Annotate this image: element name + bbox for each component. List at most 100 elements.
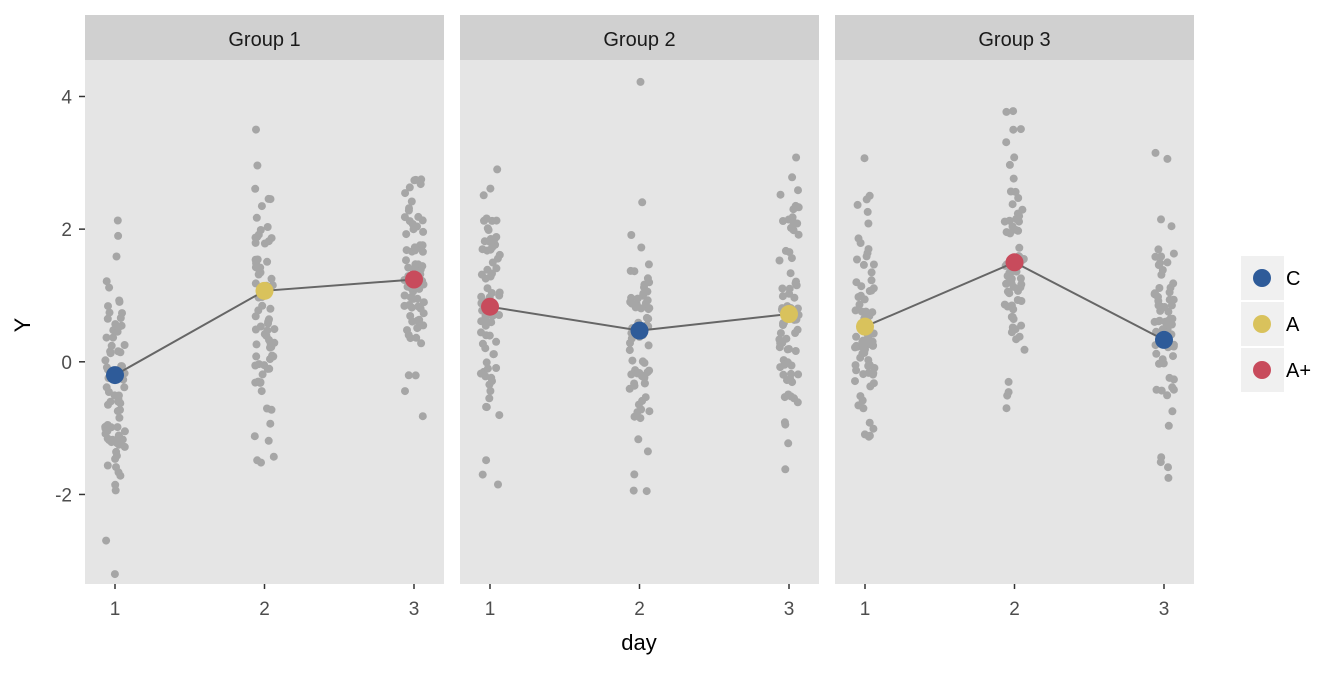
raw-point <box>404 371 413 380</box>
raw-point <box>630 412 639 421</box>
raw-point <box>1169 352 1177 361</box>
facet-strip-background <box>835 15 1194 60</box>
mean-point-aplus <box>481 297 499 316</box>
raw-point <box>250 432 259 441</box>
raw-point <box>116 314 125 322</box>
raw-point <box>253 255 262 264</box>
raw-point <box>486 387 495 395</box>
mean-point-c <box>1155 330 1173 349</box>
raw-point <box>115 297 124 306</box>
raw-point <box>120 341 129 349</box>
raw-point <box>264 319 272 328</box>
raw-point <box>793 398 802 407</box>
raw-point <box>419 227 428 236</box>
raw-point <box>785 248 794 257</box>
raw-point <box>492 216 501 225</box>
raw-point <box>630 470 639 479</box>
raw-point <box>113 216 122 225</box>
raw-point <box>1167 301 1176 310</box>
raw-point <box>252 340 261 349</box>
raw-point <box>476 369 485 378</box>
facet-panel-1: Group 1 1 2 3 <box>85 15 444 620</box>
raw-point <box>625 346 634 355</box>
raw-point <box>264 237 273 246</box>
raw-point <box>1164 473 1173 482</box>
raw-point <box>485 394 494 403</box>
raw-point <box>1002 138 1011 147</box>
raw-point <box>644 260 653 269</box>
raw-point <box>864 219 873 228</box>
raw-point <box>787 254 796 263</box>
raw-point <box>785 284 794 293</box>
raw-point <box>778 284 787 293</box>
raw-point <box>267 343 276 351</box>
raw-point <box>645 366 654 375</box>
raw-point <box>861 307 870 316</box>
raw-point <box>852 332 861 341</box>
raw-point <box>114 323 123 332</box>
raw-point <box>1151 252 1160 261</box>
raw-point <box>645 407 654 416</box>
raw-point <box>630 381 639 390</box>
raw-point <box>629 486 638 495</box>
raw-point <box>252 213 261 222</box>
raw-point <box>416 180 425 189</box>
raw-point <box>854 293 863 301</box>
raw-point <box>1016 274 1025 283</box>
raw-point <box>642 487 651 496</box>
raw-point <box>859 260 868 269</box>
raw-point <box>776 329 785 338</box>
raw-point <box>482 358 491 367</box>
raw-point <box>869 379 878 388</box>
x-tick-label: 3 <box>784 599 795 620</box>
raw-point <box>640 280 649 289</box>
raw-point <box>775 256 784 265</box>
mean-point-aplus <box>1005 253 1024 272</box>
raw-point <box>860 154 869 163</box>
raw-point <box>788 378 797 387</box>
raw-point <box>1004 388 1013 397</box>
raw-point <box>407 303 416 312</box>
raw-point <box>411 371 420 380</box>
raw-point <box>413 316 422 325</box>
mean-point-a <box>255 281 274 300</box>
raw-point <box>788 173 797 182</box>
raw-point <box>1015 212 1024 221</box>
x-tick-label: 1 <box>110 599 121 620</box>
raw-point <box>1152 385 1161 394</box>
raw-point <box>111 480 120 489</box>
raw-point <box>1165 373 1174 382</box>
raw-point <box>1020 345 1029 354</box>
raw-point <box>1015 243 1024 252</box>
raw-point <box>1002 404 1011 413</box>
facet-strip-background <box>85 15 444 60</box>
raw-point <box>405 204 413 213</box>
raw-point <box>1163 258 1172 267</box>
raw-point <box>405 183 414 192</box>
raw-point <box>262 331 271 340</box>
y-tick-label: -2 <box>55 485 72 506</box>
raw-point <box>794 186 802 195</box>
raw-point <box>417 339 426 348</box>
raw-point <box>781 465 790 474</box>
raw-point <box>267 405 276 414</box>
facet-strip-label: Group 3 <box>978 29 1050 51</box>
raw-point <box>640 358 649 367</box>
raw-point <box>492 264 501 273</box>
raw-point <box>1005 160 1014 169</box>
raw-point <box>1009 315 1018 323</box>
raw-point <box>401 387 409 396</box>
raw-point <box>868 308 877 317</box>
raw-point <box>853 200 862 209</box>
raw-point <box>495 288 504 297</box>
raw-point <box>865 418 874 427</box>
raw-point <box>410 243 419 252</box>
raw-point <box>104 302 112 311</box>
raw-point <box>778 292 787 301</box>
raw-point <box>113 423 122 432</box>
legend-key-marker <box>1253 269 1271 287</box>
raw-point <box>495 411 504 420</box>
raw-point <box>1008 323 1017 332</box>
y-tick-label: 4 <box>61 87 72 108</box>
raw-point <box>1011 187 1020 196</box>
